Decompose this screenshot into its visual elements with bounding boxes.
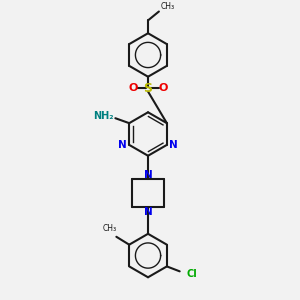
Text: N: N [144,207,152,217]
Text: N: N [169,140,178,150]
Text: N: N [144,169,152,179]
Text: Cl: Cl [187,269,197,279]
Text: NH₂: NH₂ [93,111,114,121]
Text: O: O [128,82,138,93]
Text: O: O [158,82,167,93]
Text: CH₃: CH₃ [161,2,175,10]
Text: N: N [118,140,127,150]
Text: S: S [143,82,152,95]
Text: CH₃: CH₃ [102,224,116,233]
